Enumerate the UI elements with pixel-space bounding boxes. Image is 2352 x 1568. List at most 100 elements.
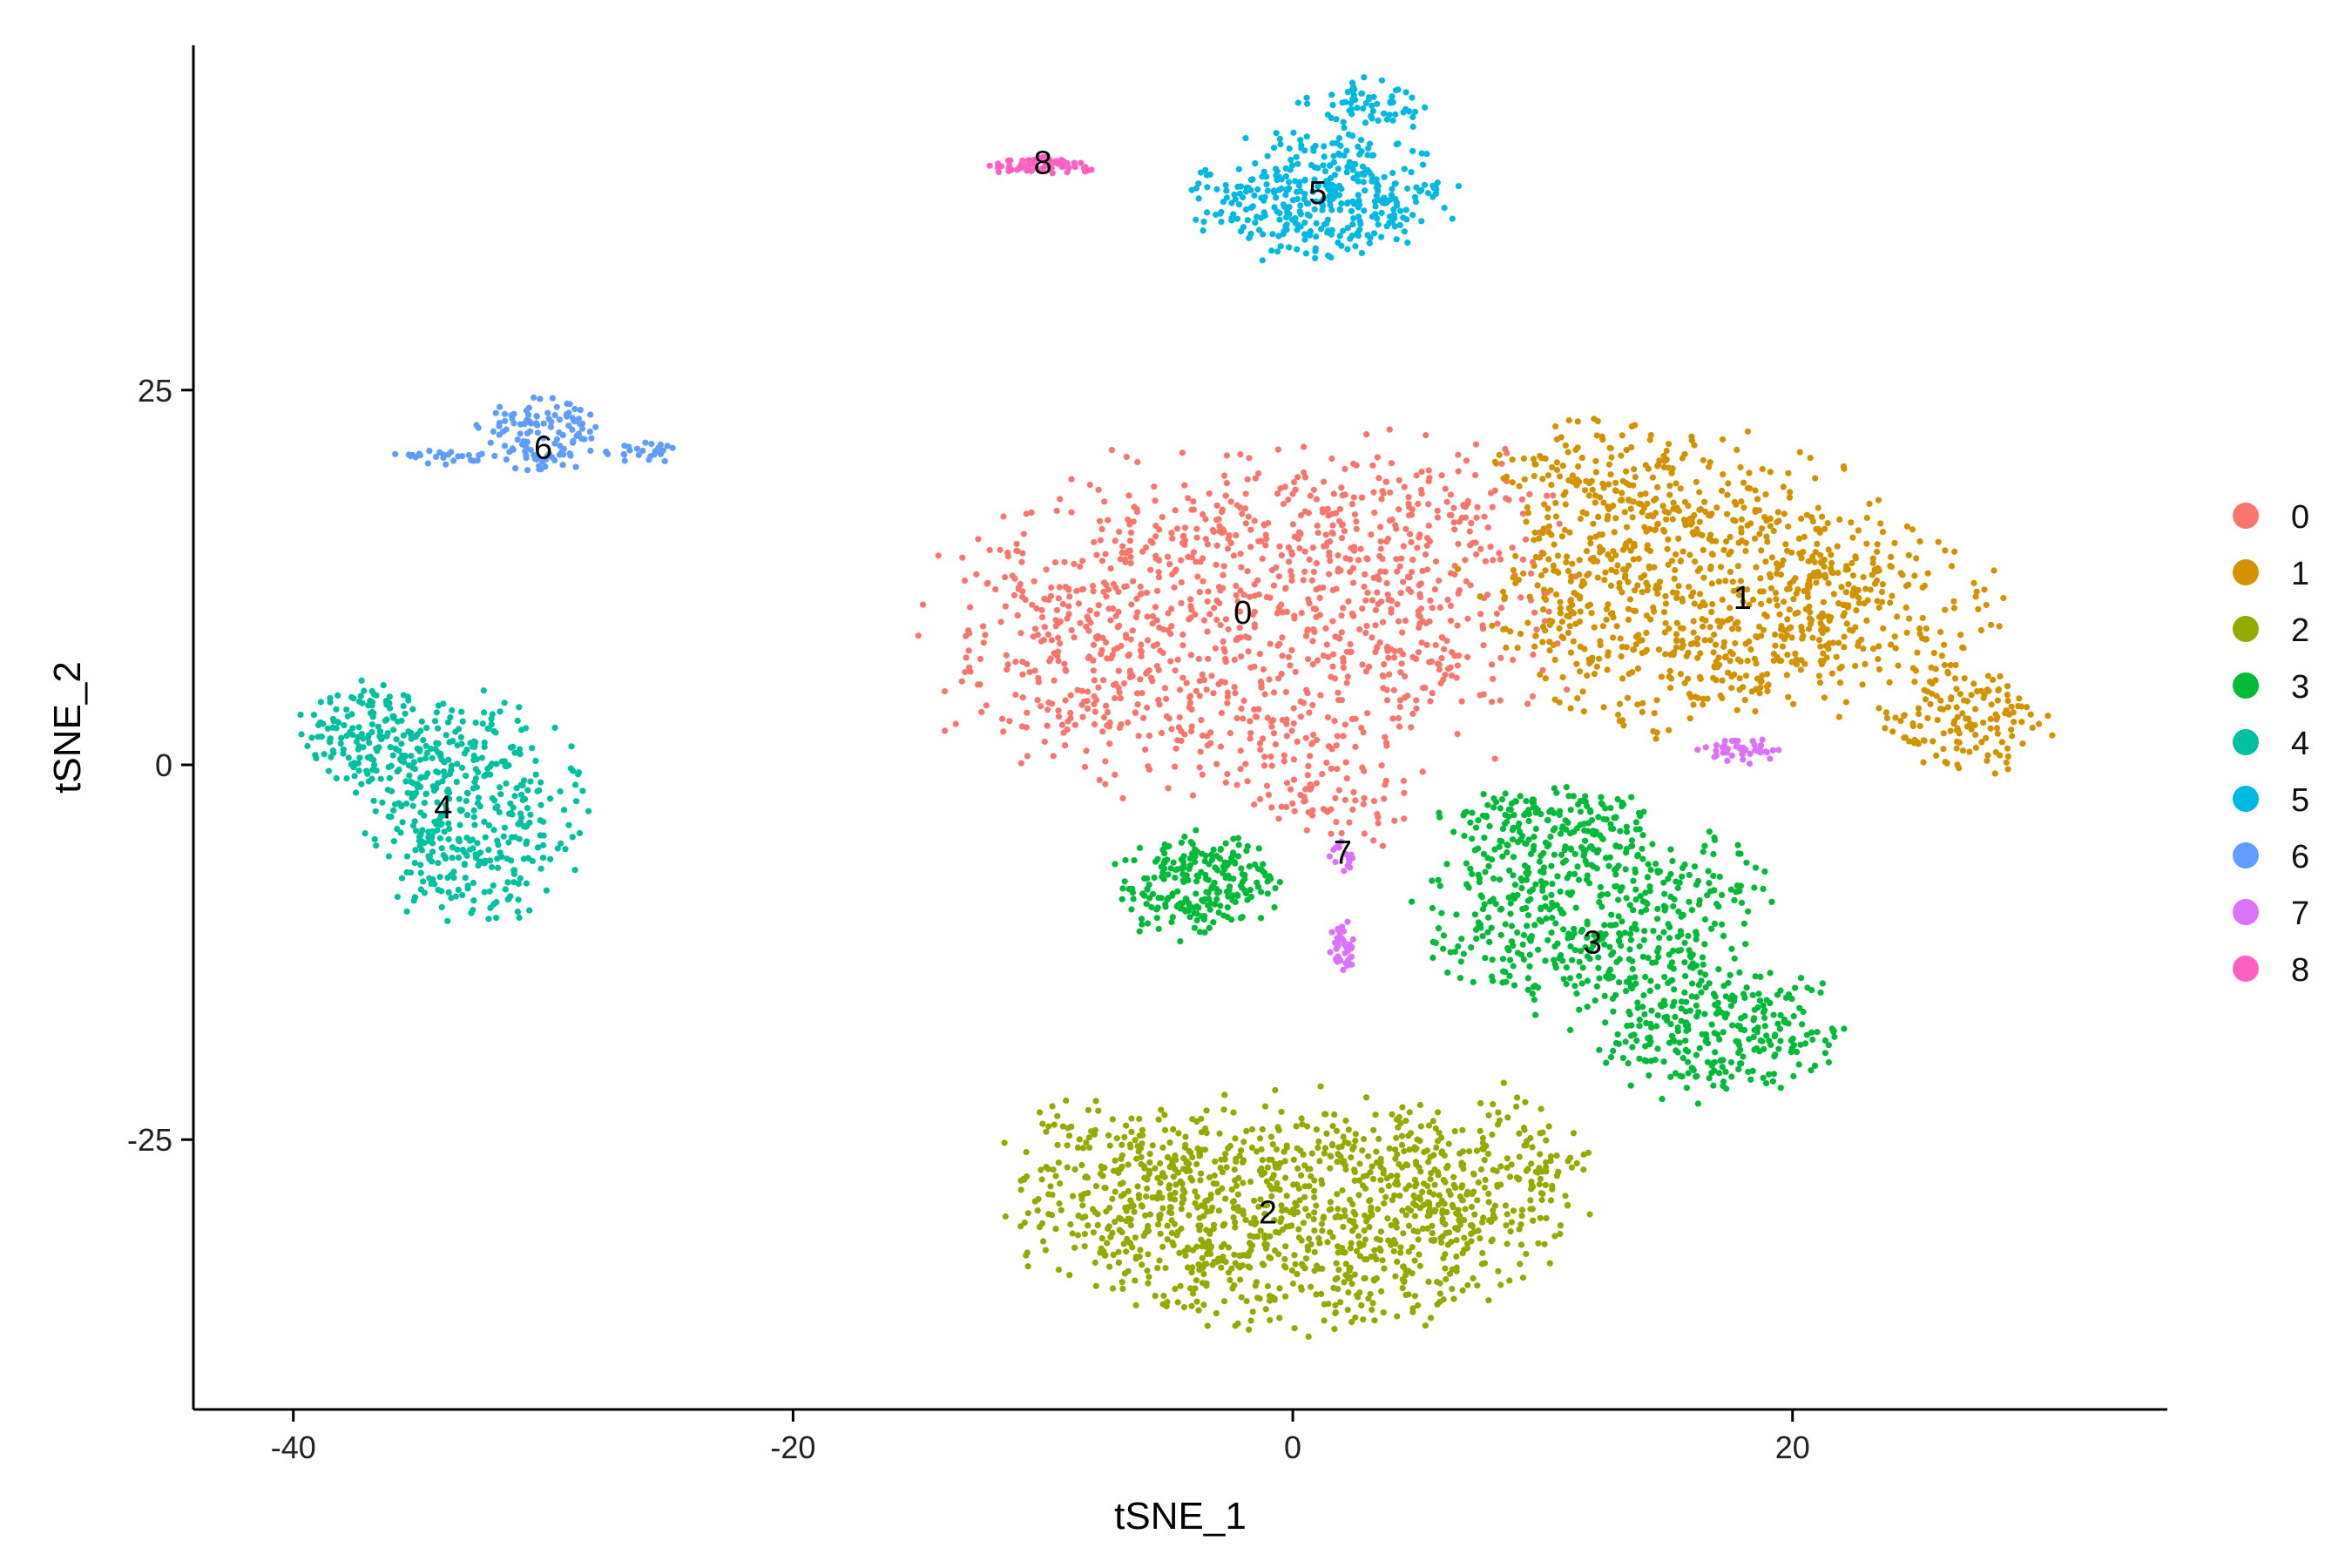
point — [1417, 605, 1425, 612]
point — [1267, 753, 1274, 760]
point — [1262, 542, 1269, 549]
point — [1681, 450, 1688, 457]
point — [1473, 551, 1480, 558]
point — [1164, 1298, 1171, 1306]
point — [1385, 1182, 1392, 1190]
point — [1092, 1098, 1099, 1105]
point — [1285, 544, 1292, 551]
point — [1318, 1290, 1325, 1297]
point — [1487, 490, 1495, 497]
point — [1909, 526, 1916, 533]
point — [1615, 896, 1622, 903]
point — [1612, 479, 1619, 486]
point — [1431, 586, 1438, 593]
point — [1734, 841, 1741, 848]
point — [1489, 504, 1496, 510]
point — [1127, 636, 1134, 643]
point — [1193, 687, 1200, 694]
point — [1821, 571, 1828, 578]
point — [1809, 1036, 1816, 1044]
point — [1383, 1175, 1390, 1182]
point — [1720, 1078, 1727, 1085]
point — [1852, 624, 1859, 631]
point — [1707, 565, 1714, 572]
point — [1616, 579, 1623, 587]
point — [1612, 551, 1619, 559]
point — [1497, 805, 1504, 812]
point — [1654, 483, 1661, 490]
point — [1450, 828, 1457, 835]
point — [1571, 925, 1578, 932]
point — [1333, 819, 1340, 826]
point — [1024, 753, 1031, 760]
point — [1503, 473, 1511, 480]
point — [1667, 1021, 1674, 1028]
point — [1004, 553, 1011, 560]
point — [1306, 1235, 1313, 1242]
point — [1101, 1164, 1108, 1172]
point — [1308, 1150, 1315, 1157]
point — [1463, 578, 1470, 585]
point — [1281, 585, 1289, 592]
point — [1848, 519, 1855, 526]
point — [1511, 982, 1518, 989]
point — [1117, 1166, 1125, 1173]
point — [1610, 634, 1617, 641]
point — [1137, 676, 1144, 683]
point — [1998, 739, 2005, 746]
point — [1157, 1159, 1164, 1167]
point — [1490, 1101, 1497, 1108]
point — [1109, 1285, 1117, 1292]
point — [557, 787, 564, 795]
point — [1597, 642, 1604, 649]
point — [1187, 614, 1194, 621]
point — [1567, 830, 1574, 837]
point — [1251, 517, 1258, 524]
point — [1079, 558, 1086, 564]
series-4-points — [297, 677, 592, 924]
point — [1077, 619, 1084, 626]
point — [507, 800, 514, 807]
point — [1510, 854, 1517, 861]
point — [1706, 828, 1713, 835]
point — [524, 787, 531, 794]
point — [1407, 1130, 1415, 1137]
point — [1600, 499, 1607, 506]
point — [1490, 675, 1497, 683]
point — [1204, 541, 1211, 548]
point — [1167, 865, 1174, 872]
point — [1436, 1290, 1443, 1297]
point — [1558, 825, 1566, 832]
point — [1402, 1212, 1409, 1219]
point — [1724, 510, 1731, 517]
point — [1467, 582, 1474, 589]
point — [1712, 1049, 1719, 1056]
point — [527, 811, 534, 818]
point — [1571, 850, 1578, 858]
point — [1267, 1133, 1274, 1140]
point — [1681, 861, 1688, 868]
point — [1559, 673, 1566, 681]
point — [1093, 611, 1100, 618]
point — [1199, 1243, 1206, 1250]
point — [1734, 1038, 1741, 1045]
point — [1653, 582, 1660, 589]
point — [1663, 1017, 1671, 1024]
point — [1520, 1125, 1527, 1132]
point — [1171, 584, 1178, 591]
point — [1984, 752, 1991, 759]
point — [1438, 909, 1445, 916]
point — [1541, 1240, 1548, 1247]
point — [1552, 499, 1559, 507]
point — [1017, 630, 1024, 637]
point — [1372, 622, 1379, 629]
point — [1290, 756, 1297, 763]
point — [1089, 1206, 1097, 1213]
point — [1715, 1070, 1723, 1077]
point — [1170, 1173, 1177, 1180]
point — [1509, 456, 1516, 463]
point — [517, 746, 524, 753]
point — [1624, 694, 1632, 701]
point — [1165, 785, 1172, 792]
point — [1842, 699, 1849, 706]
